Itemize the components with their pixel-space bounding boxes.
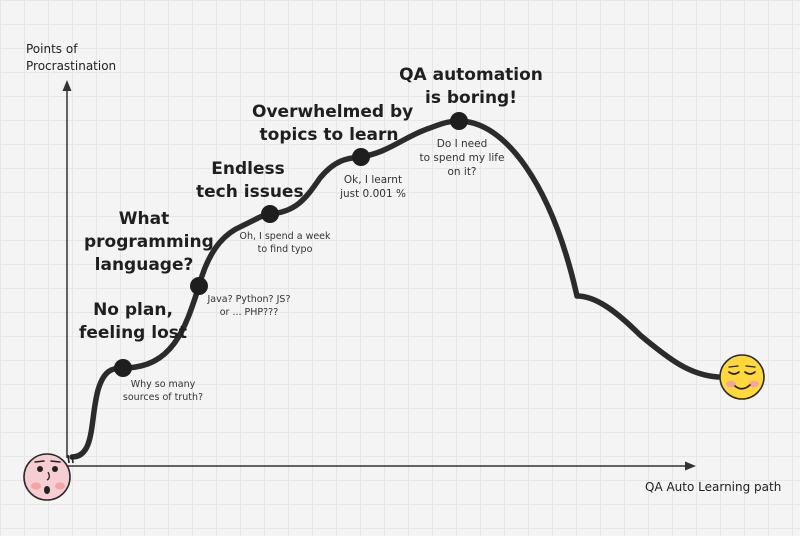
stage-marker-2 <box>190 277 208 295</box>
content-face-icon <box>719 354 765 400</box>
stage-title-line: QA automation <box>399 65 543 85</box>
stage-note-line: Java? Python? JS? <box>207 294 291 305</box>
stage-note-boring: Do I need to spend my life on it? <box>406 137 518 179</box>
stage-note-line: just 0.001 % <box>340 188 406 200</box>
stage-note-line: to spend my life <box>419 152 505 164</box>
stage-note-language: Java? Python? JS? or ... PHP??? <box>201 293 297 319</box>
stage-title-line: Endless <box>211 159 285 179</box>
stage-note-line: sources of truth? <box>122 392 204 403</box>
stage-marker-4 <box>352 148 370 166</box>
stage-title-tech-issues: Endless tech issues <box>196 158 304 204</box>
stage-note-line: to find typo <box>257 244 313 255</box>
stage-marker-3 <box>261 205 279 223</box>
stage-note-line: on it? <box>447 166 477 178</box>
stage-note-no-plan: Why so many sources of truth? <box>108 378 218 404</box>
stage-title-line: tech issues <box>196 182 304 202</box>
stage-title-line: language? <box>94 255 194 275</box>
stage-marker-5 <box>450 112 468 130</box>
y-axis-arrow-icon <box>62 80 72 91</box>
stage-note-line: or ... PHP??? <box>219 307 279 318</box>
learning-curve <box>69 118 721 460</box>
stage-note-line: Why so many <box>130 379 196 390</box>
x-axis-label: QA Auto Learning path <box>645 480 782 494</box>
y-axis-label: Points of Procrastination <box>26 41 116 75</box>
y-axis-label-line1: Points of <box>26 42 78 56</box>
stage-title-line: programming <box>84 232 214 252</box>
y-axis-label-line2: Procrastination <box>26 59 117 73</box>
shocked-face-icon <box>23 453 74 501</box>
stage-title-line: No plan, <box>93 300 173 320</box>
stage-title-boring: QA automation is boring! <box>398 64 544 110</box>
stage-marker-1 <box>114 359 132 377</box>
stage-title-language: What programming language? <box>84 208 214 277</box>
stage-title-line: is boring! <box>425 88 517 108</box>
stage-title-line: feeling lost <box>78 323 188 343</box>
stage-note-overwhelmed: Ok, I learnt just 0.001 % <box>332 173 414 201</box>
stage-note-line: Ok, I learnt <box>343 174 403 186</box>
x-axis-arrow-icon <box>685 461 696 471</box>
stage-note-line: Do I need <box>436 138 488 150</box>
stage-title-line: What <box>118 209 170 229</box>
stage-title-no-plan: No plan, feeling lost <box>78 299 188 345</box>
stage-note-line: Oh, I spend a week <box>239 231 331 242</box>
stage-note-tech-issues: Oh, I spend a week to find typo <box>222 230 348 256</box>
stage-title-line: Overwhelmed by <box>252 102 414 122</box>
stage-title-overwhelmed: Overwhelmed by topics to learn <box>252 101 414 147</box>
axes <box>62 80 696 471</box>
stage-title-line: topics to learn <box>259 125 399 145</box>
